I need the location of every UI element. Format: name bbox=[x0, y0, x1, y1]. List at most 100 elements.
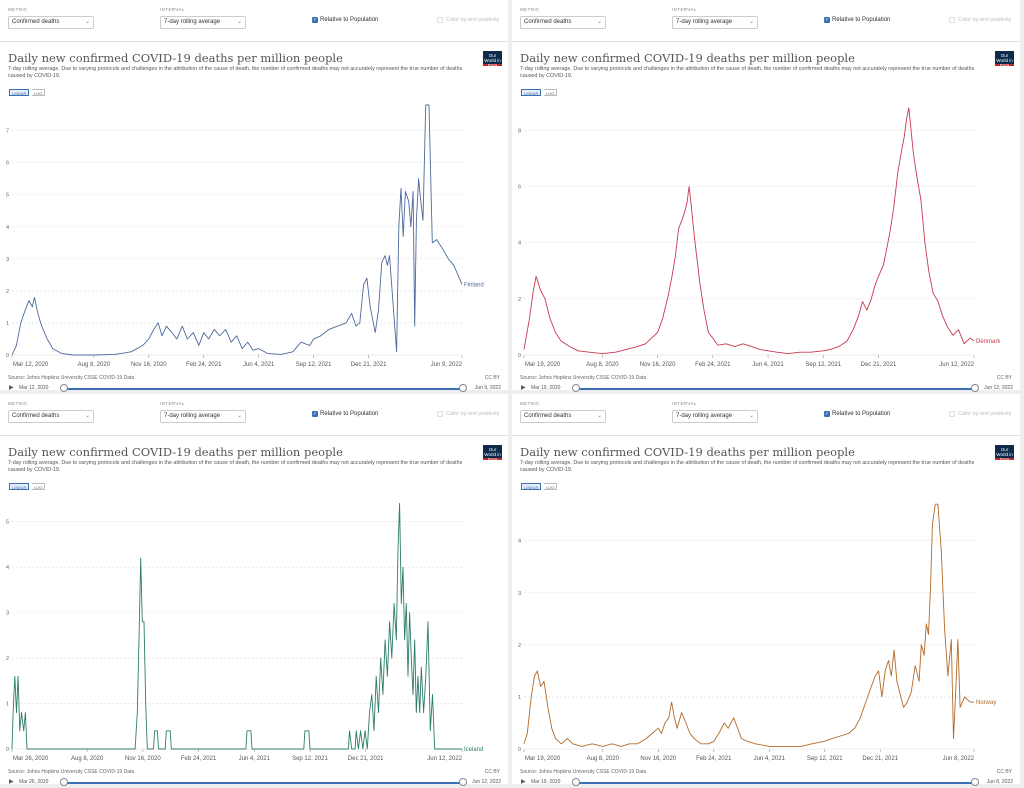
interval-select[interactable]: 7-day rolling average ⌄ bbox=[672, 16, 758, 29]
y-tick-label: 4 bbox=[518, 539, 521, 545]
y-tick-label: 0 bbox=[6, 747, 9, 753]
timeline-end-date: Jun 12, 2022 bbox=[472, 779, 501, 785]
y-tick-label: 7 bbox=[6, 129, 9, 135]
interval-select[interactable]: 7-day rolling average ⌄ bbox=[160, 16, 246, 29]
relative-checkbox[interactable]: ✓ bbox=[824, 17, 830, 23]
series-line-finland bbox=[11, 104, 463, 356]
owid-logo: Our World in Data bbox=[995, 445, 1014, 462]
timeline-start-handle[interactable] bbox=[60, 384, 68, 392]
y-tick-label: 2 bbox=[6, 656, 9, 662]
chart-panel-norway: METRIC Confirmed deaths ⌄ INTERVAL 7-day … bbox=[512, 394, 1020, 786]
y-tick-label: 2 bbox=[518, 297, 521, 303]
chevron-down-icon: ⌄ bbox=[748, 413, 754, 419]
positivity-checkbox[interactable] bbox=[437, 17, 443, 23]
relative-label: Relative to Population bbox=[832, 411, 891, 417]
relative-checkbox[interactable]: ✓ bbox=[312, 411, 318, 417]
metric-select[interactable]: Confirmed deaths ⌄ bbox=[520, 410, 606, 423]
linear-toggle[interactable]: LINEAR bbox=[521, 89, 542, 96]
line-plot: 0 1 2 3 4 Mar 19, 2020 Aug 8, 2020 Nov 16, 2020… bbox=[518, 503, 996, 762]
play-button[interactable]: ▶ bbox=[521, 779, 526, 785]
metric-select[interactable]: Confirmed deaths ⌄ bbox=[8, 410, 94, 423]
chevron-down-icon: ⌄ bbox=[84, 19, 90, 25]
relative-checkbox[interactable]: ✓ bbox=[824, 411, 830, 417]
interval-select[interactable]: 7-day rolling average ⌄ bbox=[160, 410, 246, 423]
source-note: Source: Johns Hopkins University CSSE CO… bbox=[8, 769, 135, 775]
y-tick-label: 2 bbox=[518, 643, 521, 649]
timeline-start-handle[interactable] bbox=[60, 778, 68, 786]
y-tick-label: 5 bbox=[6, 520, 9, 526]
positivity-label: Color by test positivity bbox=[958, 411, 1012, 417]
x-tick-label: Jun 4, 2021 bbox=[239, 756, 271, 762]
metric-label: METRIC bbox=[520, 7, 540, 12]
chart-title: Daily new confirmed COVID-19 deaths per … bbox=[8, 445, 343, 459]
positivity-label: Color by test positivity bbox=[446, 17, 500, 23]
x-tick-label: Sep 12, 2021 bbox=[296, 362, 332, 368]
timeline-end-date: Jun 9, 2022 bbox=[474, 385, 501, 391]
chart-subtitle: 7-day rolling average. Due to varying pr… bbox=[8, 66, 463, 79]
chart-area: Daily new confirmed COVID-19 deaths per … bbox=[512, 45, 1020, 392]
y-tick-label: 0 bbox=[518, 353, 521, 359]
x-tick-label: Nov 16, 2020 bbox=[640, 362, 676, 368]
relative-checkbox[interactable]: ✓ bbox=[312, 17, 318, 23]
y-tick-label: 6 bbox=[6, 161, 9, 167]
x-tick-label: Nov 16, 2020 bbox=[640, 756, 676, 762]
chart-area: Daily new confirmed COVID-19 deaths per … bbox=[0, 439, 508, 786]
interval-select[interactable]: 7-day rolling average ⌄ bbox=[672, 410, 758, 423]
timeline-end-handle[interactable] bbox=[971, 384, 979, 392]
timeline-end-handle[interactable] bbox=[971, 778, 979, 786]
x-tick-label: Nov 16, 2020 bbox=[131, 362, 167, 368]
timeline-start-handle[interactable] bbox=[572, 778, 580, 786]
series-line-denmark bbox=[523, 107, 975, 355]
log-toggle[interactable]: LOG bbox=[32, 89, 46, 96]
timeline-end-date: Jun 8, 2022 bbox=[986, 779, 1013, 785]
timeline-end-handle[interactable] bbox=[459, 384, 467, 392]
play-button[interactable]: ▶ bbox=[9, 779, 14, 785]
timeline-end-handle[interactable] bbox=[459, 778, 467, 786]
log-toggle[interactable]: LOG bbox=[544, 483, 558, 490]
owid-logo: Our World in Data bbox=[483, 51, 502, 68]
x-tick-label: Aug 8, 2020 bbox=[586, 362, 619, 368]
chart-panel-denmark: METRIC Confirmed deaths ⌄ INTERVAL 7-day … bbox=[512, 0, 1020, 392]
x-tick-label: Jun 8, 2022 bbox=[943, 756, 975, 762]
timeline-slider[interactable] bbox=[576, 388, 975, 390]
timeline-slider[interactable] bbox=[64, 782, 463, 784]
y-tick-label: 4 bbox=[6, 225, 9, 231]
relative-label: Relative to Population bbox=[320, 411, 379, 417]
timeline-slider[interactable] bbox=[576, 782, 975, 784]
metric-select[interactable]: Confirmed deaths ⌄ bbox=[520, 16, 606, 29]
x-tick-label: Dec 21, 2021 bbox=[862, 756, 898, 762]
x-tick-label: Feb 24, 2021 bbox=[186, 362, 222, 368]
timeline-start-date: Mar 19, 2020 bbox=[531, 779, 561, 785]
series-line-norway bbox=[523, 503, 974, 747]
play-button[interactable]: ▶ bbox=[9, 385, 14, 391]
timeline-slider[interactable] bbox=[64, 388, 463, 390]
y-tick-label: 4 bbox=[6, 565, 9, 571]
linear-toggle[interactable]: LINEAR bbox=[521, 483, 542, 490]
chevron-down-icon: ⌄ bbox=[748, 19, 754, 25]
metric-label: METRIC bbox=[8, 401, 28, 406]
relative-label: Relative to Population bbox=[320, 17, 379, 23]
chart-title: Daily new confirmed COVID-19 deaths per … bbox=[520, 445, 855, 459]
metric-select[interactable]: Confirmed deaths ⌄ bbox=[8, 16, 94, 29]
x-tick-label: Aug 8, 2020 bbox=[71, 756, 104, 762]
x-tick-label: Jun 4, 2021 bbox=[243, 362, 275, 368]
interval-label: INTERVAL bbox=[160, 401, 185, 406]
relative-label: Relative to Population bbox=[832, 17, 891, 23]
timeline-start-date: Mar 12, 2020 bbox=[19, 385, 49, 391]
play-button[interactable]: ▶ bbox=[521, 385, 526, 391]
positivity-checkbox[interactable] bbox=[437, 411, 443, 417]
log-toggle[interactable]: LOG bbox=[544, 89, 558, 96]
timeline-start-handle[interactable] bbox=[572, 384, 580, 392]
linear-toggle[interactable]: LINEAR bbox=[9, 89, 30, 96]
y-tick-label: 3 bbox=[6, 257, 9, 263]
license: CC BY bbox=[484, 375, 500, 381]
x-tick-label: Sep 12, 2021 bbox=[807, 756, 843, 762]
linear-toggle[interactable]: LINEAR bbox=[9, 483, 30, 490]
positivity-checkbox[interactable] bbox=[949, 411, 955, 417]
y-tick-label: 6 bbox=[518, 184, 521, 190]
positivity-checkbox[interactable] bbox=[949, 17, 955, 23]
chevron-down-icon: ⌄ bbox=[596, 19, 602, 25]
chart-title: Daily new confirmed COVID-19 deaths per … bbox=[8, 51, 343, 65]
chart-panel-finland: METRIC Confirmed deaths ⌄ INTERVAL 7-day … bbox=[0, 0, 508, 392]
log-toggle[interactable]: LOG bbox=[32, 483, 46, 490]
